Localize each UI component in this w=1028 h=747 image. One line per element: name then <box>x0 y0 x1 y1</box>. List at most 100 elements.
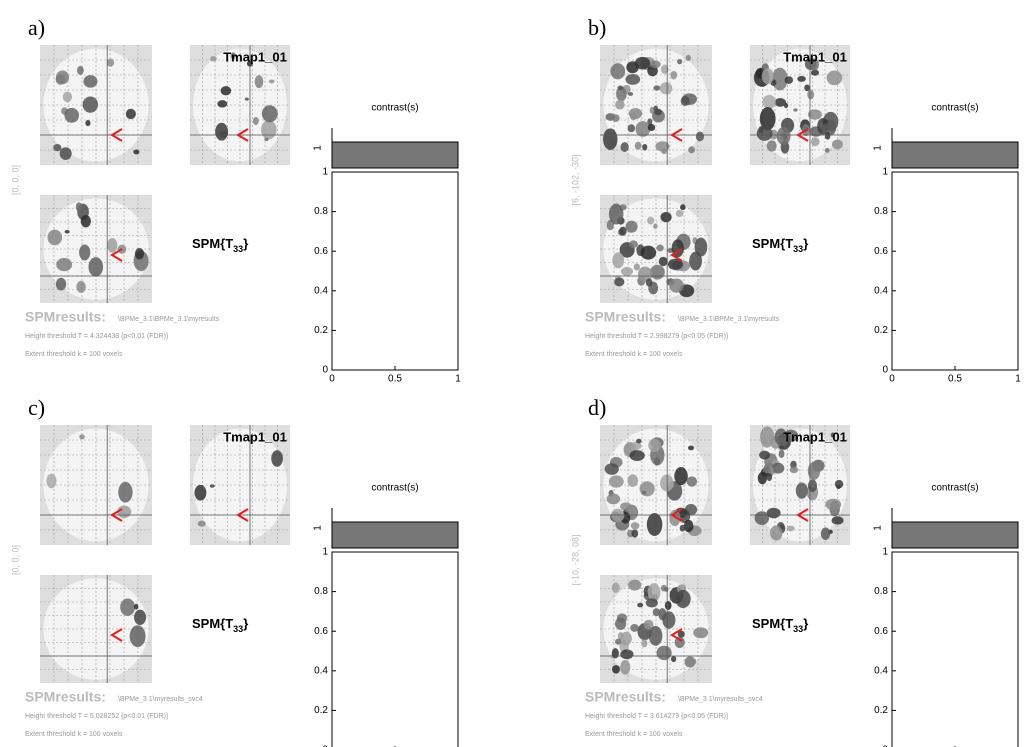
y-tick-label: 1 <box>322 547 328 558</box>
activation-blob <box>671 656 676 662</box>
activation-blob <box>641 639 647 647</box>
y-tick-label: 0.2 <box>314 705 328 716</box>
activation-blob <box>650 60 661 68</box>
activation-blob <box>262 105 278 122</box>
activation-blob <box>118 482 132 503</box>
x-tick-label: 0 <box>329 374 335 385</box>
activation-blob <box>825 148 830 153</box>
contrast-tick: 1 <box>873 525 884 531</box>
activation-blob <box>64 108 79 123</box>
activation-blob <box>650 265 665 280</box>
activation-blob <box>653 608 660 616</box>
activation-blob <box>630 113 637 120</box>
glass-brain <box>40 45 152 165</box>
x-tick-label: 1 <box>1015 374 1021 385</box>
extent-threshold: Extent threshold k = 100 voxels <box>25 351 123 358</box>
activation-blob <box>628 124 635 132</box>
activation-blob <box>675 590 690 608</box>
y-tick-label: 0.6 <box>874 246 888 257</box>
activation-blob <box>811 137 820 146</box>
activation-blob <box>53 144 61 151</box>
activation-blob <box>825 499 841 510</box>
activation-blob <box>46 474 56 489</box>
stat-label: SPM{T33} <box>192 616 248 634</box>
stat-subscript: 33 <box>233 624 243 634</box>
y-tick-label: 0 <box>882 365 888 376</box>
y-tick-label: 0.2 <box>874 705 888 716</box>
activation-blob <box>796 483 808 499</box>
extent-threshold: Extent threshold k = 100 voxels <box>25 731 123 738</box>
extent-threshold: Extent threshold k = 100 voxels <box>585 351 683 358</box>
activation-blob <box>83 75 97 88</box>
activation-blob <box>695 238 708 257</box>
y-tick-label: 0.4 <box>314 665 328 676</box>
contrast-title: contrast(s) <box>371 483 418 494</box>
activation-blob <box>269 79 275 83</box>
activation-blob <box>617 86 623 91</box>
results-path: \BPMe_3.1\BPMe_3.1\myresults <box>678 316 780 323</box>
activation-blob <box>610 63 625 79</box>
activation-blob <box>76 202 82 211</box>
contrast-bar <box>332 142 458 168</box>
activation-blob <box>656 244 663 251</box>
contrast-bar <box>892 522 1018 548</box>
panel-label: d) <box>588 395 606 420</box>
activation-blob <box>210 484 215 487</box>
coordinates: [-10, -28, 08] <box>570 534 580 585</box>
activation-blob <box>664 587 668 592</box>
x-tick-label: 0.5 <box>948 374 962 385</box>
activation-blob <box>629 240 638 248</box>
activation-blob <box>612 665 620 674</box>
height-threshold: Height threshold T = 2.998279 {p<0.05 (F… <box>585 333 729 340</box>
y-tick-label: 0.6 <box>314 246 328 257</box>
height-threshold: Height threshold T = 5.028252 {p<0.01 (F… <box>25 713 169 720</box>
activation-blob <box>126 109 136 119</box>
activation-blob <box>107 238 117 253</box>
activation-blob <box>827 71 843 86</box>
activation-blob <box>85 120 90 126</box>
activation-blob <box>766 473 772 481</box>
activation-blob <box>134 604 138 610</box>
stat-label: SPM{T33} <box>752 236 808 254</box>
activation-blob <box>261 120 277 139</box>
activation-blob <box>133 150 139 155</box>
coordinates: [6, -102, -30] <box>570 154 580 205</box>
panel: a)Tmap1_01[0, 0, 0]SPM{T33}contrast(s)10… <box>10 15 461 385</box>
activation-blob <box>760 426 774 447</box>
activation-blob <box>684 520 694 532</box>
activation-blob <box>56 70 69 84</box>
activation-blob <box>642 491 646 494</box>
panel-label: a) <box>28 15 45 40</box>
activation-blob <box>693 627 708 638</box>
activation-blob <box>614 277 624 286</box>
activation-blob <box>612 252 624 268</box>
activation-blob <box>635 142 642 150</box>
activation-blob <box>60 147 72 160</box>
activation-blob <box>198 521 206 527</box>
activation-blob <box>253 117 259 125</box>
plot-frame <box>332 552 458 747</box>
activation-blob <box>656 646 671 660</box>
activation-blob <box>63 92 72 103</box>
plot-frame <box>892 172 1018 370</box>
activation-blob <box>634 263 640 270</box>
activation-blob <box>220 131 228 138</box>
glass-brain <box>600 45 712 165</box>
activation-blob <box>77 66 84 75</box>
activation-blob <box>793 108 797 111</box>
y-tick-label: 1 <box>882 167 888 178</box>
activation-blob <box>619 227 627 236</box>
activation-blob <box>779 450 785 458</box>
map-title: Tmap1_01 <box>783 49 847 64</box>
activation-blob <box>640 481 655 496</box>
panel: d)Tmap1_01[-10, -28, 08]SPM{T33}contrast… <box>570 395 1021 747</box>
activation-blob <box>787 526 795 532</box>
activation-blob <box>767 508 781 518</box>
activation-blob <box>835 480 843 488</box>
y-tick-label: 0.2 <box>314 325 328 336</box>
stat-label: SPM{T33} <box>192 236 248 254</box>
activation-blob <box>625 74 640 85</box>
x-tick-label: 0.5 <box>388 374 402 385</box>
activation-blob <box>630 624 638 632</box>
stat-suffix: } <box>803 236 808 251</box>
